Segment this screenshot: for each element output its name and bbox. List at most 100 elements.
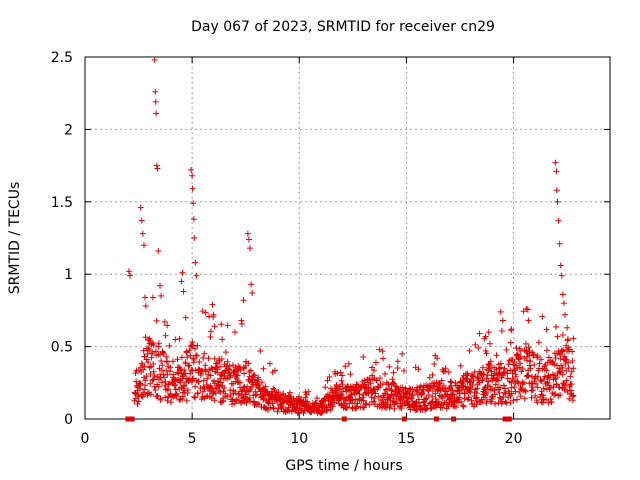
y-tick-label: 1.5 [51,195,73,211]
data-point [179,354,186,361]
data-point [274,408,281,415]
data-point [426,385,433,392]
data-point [331,399,338,406]
data-point [562,311,568,318]
data-point [388,387,395,394]
data-point [460,403,467,410]
data-point [145,359,152,366]
data-point [535,339,542,346]
data-point [258,379,265,386]
data-point [473,401,480,408]
data-point [242,391,249,398]
data-point [147,380,154,387]
data-point [314,395,321,402]
data-point [164,385,171,392]
data-point [246,394,253,401]
data-point [167,399,174,406]
data-point [140,242,147,249]
data-point [191,235,198,241]
data-point [485,329,492,336]
data-point [365,384,372,391]
data-point [438,393,445,400]
data-point [133,378,140,385]
data-point [423,395,430,402]
data-point [559,364,566,371]
data-point [150,342,157,349]
data-point [191,393,198,400]
data-point [189,376,196,383]
data-point [200,355,207,362]
data-point [149,349,156,356]
data-point [366,376,373,383]
data-point [560,347,567,354]
data-point [194,352,201,359]
data-point [497,384,504,391]
data-point [545,399,552,406]
data-point [326,373,333,380]
data-point [184,354,191,361]
data-point [495,399,502,406]
data-point [398,405,405,412]
y-tick-label: 1 [64,267,73,283]
data-point [487,340,493,347]
data-point [482,333,489,340]
data-point [202,362,209,369]
data-point [149,377,156,384]
data-point [294,410,301,417]
y-tick-label: 0 [64,412,73,428]
data-point [426,374,433,381]
data-point [247,367,254,374]
data-point [154,165,161,172]
data-point [235,379,242,386]
data-point [416,384,423,391]
data-point [214,366,221,373]
data-point [507,399,514,406]
data-point [408,395,415,402]
data-point [553,168,560,175]
data-point [245,360,252,367]
data-point [422,396,429,403]
data-point [197,385,204,392]
data-point [180,288,187,295]
y-axis-label: SRMTID / TECUs [7,182,23,295]
data-point [361,404,368,411]
data-point [479,364,486,371]
data-point [526,348,533,355]
x-tick-label: 20 [505,431,523,447]
data-point [270,405,277,412]
data-point [488,368,495,375]
data-point [522,340,529,347]
data-point [391,399,398,406]
data-point [233,375,240,382]
data-point [158,292,165,299]
data-point [540,376,547,383]
data-point [142,302,149,309]
data-point [343,404,350,411]
data-point [554,333,561,340]
data-point [155,248,162,255]
data-point [536,360,543,367]
data-point [502,398,509,405]
data-point [480,371,487,378]
data-point [540,385,547,392]
data-point [404,389,411,396]
data-point [221,384,228,391]
data-gap-marker [341,416,347,422]
data-point [138,392,145,399]
data-point [379,348,386,355]
data-point [371,394,378,401]
data-point [266,360,273,367]
data-point [208,384,215,391]
data-point [249,290,256,297]
data-point [224,393,231,400]
data-point [338,391,345,398]
data-point [147,391,154,398]
data-point [527,365,534,372]
data-point [485,378,492,385]
data-point [497,308,504,315]
data-point [161,318,168,325]
data-point [354,400,361,407]
data-point [153,110,160,117]
data-point [179,269,186,276]
data-point [527,358,534,365]
